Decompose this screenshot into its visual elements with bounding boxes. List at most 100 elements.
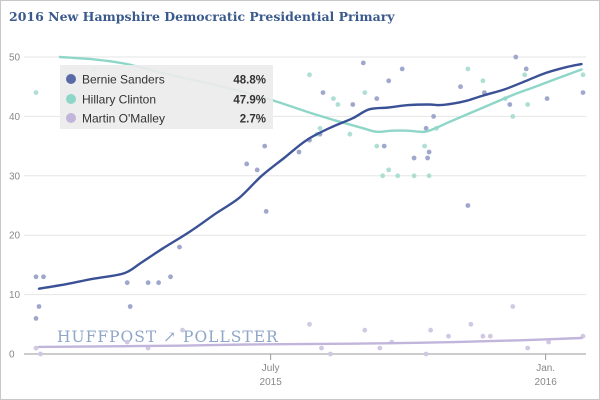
poll-point-sanders bbox=[465, 203, 471, 208]
poll-point-sanders bbox=[124, 280, 130, 286]
poll-point-clinton bbox=[331, 96, 336, 101]
poll-point-sanders bbox=[168, 274, 173, 280]
poll-point-sanders bbox=[411, 155, 417, 161]
legend-value-omalley: 2.7% bbox=[240, 114, 266, 126]
poll-point-omalley bbox=[307, 321, 312, 327]
legend-item-clinton[interactable]: Hillary Clinton 47.9% bbox=[66, 93, 266, 107]
poll-point-omalley bbox=[377, 345, 383, 351]
legend-value-clinton: 47.9% bbox=[233, 95, 266, 107]
poll-point-omalley bbox=[33, 345, 39, 351]
legend-label-omalley: Martin O'Malley bbox=[82, 112, 165, 126]
poll-point-clinton bbox=[525, 102, 531, 107]
poll-point-sanders bbox=[423, 125, 429, 131]
poll-point-sanders bbox=[425, 155, 430, 161]
poll-point-sanders bbox=[513, 54, 519, 60]
poll-point-omalley bbox=[468, 321, 474, 327]
poll-point-clinton bbox=[411, 173, 417, 179]
y-tick-label: 10 bbox=[9, 290, 21, 301]
poll-point-sanders bbox=[399, 66, 405, 72]
poll-point-omalley bbox=[38, 351, 43, 357]
poll-point-sanders bbox=[262, 143, 268, 149]
trend-line-omalley bbox=[37, 336, 583, 349]
legend-swatch-sanders bbox=[66, 74, 76, 84]
legend-swatch-clinton bbox=[66, 94, 76, 104]
poll-point-omalley bbox=[428, 327, 433, 333]
poll-point-sanders bbox=[36, 304, 42, 309]
poll-point-clinton bbox=[580, 72, 586, 78]
poll-point-omalley bbox=[510, 304, 516, 309]
poll-point-sanders bbox=[360, 60, 366, 66]
poll-point-sanders bbox=[507, 102, 513, 107]
legend: Bernie Sanders 48.8% Hillary Clinton 47.… bbox=[60, 65, 273, 129]
poll-point-omalley bbox=[124, 339, 130, 345]
poll-point-clinton bbox=[465, 66, 471, 72]
poll-point-omalley bbox=[180, 327, 185, 333]
y-tick-label: 0 bbox=[9, 350, 15, 361]
legend-label-sanders: Bernie Sanders bbox=[82, 73, 165, 87]
legend-background bbox=[60, 65, 273, 129]
poll-point-clinton bbox=[522, 72, 528, 78]
legend-label-clinton: Hillary Clinton bbox=[82, 93, 156, 107]
poll-point-sanders bbox=[431, 114, 436, 119]
legend-item-omalley[interactable]: Martin O'Malley 2.7% bbox=[66, 112, 266, 126]
poll-point-clinton bbox=[422, 143, 427, 149]
poll-point-clinton bbox=[374, 143, 380, 149]
poll-point-sanders bbox=[544, 96, 550, 101]
poll-point-sanders bbox=[244, 161, 250, 167]
poll-point-sanders bbox=[386, 78, 392, 84]
poll-point-clinton bbox=[510, 114, 516, 119]
poll-point-sanders bbox=[156, 280, 162, 286]
poll-point-sanders bbox=[33, 274, 39, 280]
poll-points-layer bbox=[33, 54, 586, 357]
poll-point-clinton bbox=[335, 102, 341, 107]
poll-point-omalley bbox=[362, 327, 368, 333]
poll-point-clinton bbox=[426, 173, 432, 179]
poll-point-clinton bbox=[362, 90, 368, 95]
poll-point-sanders bbox=[127, 304, 133, 309]
poll-point-omalley bbox=[480, 333, 486, 339]
legend-item-sanders[interactable]: Bernie Sanders 48.8% bbox=[66, 73, 266, 87]
legend-swatch-omalley bbox=[66, 113, 76, 123]
poll-point-sanders bbox=[33, 316, 39, 321]
poll-point-sanders bbox=[254, 167, 260, 173]
poll-point-sanders bbox=[145, 280, 151, 286]
y-tick-label: 30 bbox=[9, 171, 21, 182]
poll-point-sanders bbox=[458, 84, 463, 90]
poll-point-omalley bbox=[423, 351, 429, 357]
huffpost-pollster-watermark: HUFFPOST ↗ POLLSTER bbox=[57, 328, 278, 346]
poll-point-sanders bbox=[263, 209, 269, 214]
poll-point-omalley bbox=[546, 339, 551, 345]
y-tick-label: 20 bbox=[9, 231, 21, 242]
x-tick-label: July bbox=[262, 363, 280, 374]
chart-title: 2016 New Hampshire Democratic Presidenti… bbox=[9, 9, 395, 24]
poll-point-clinton bbox=[380, 173, 386, 179]
poll-point-sanders bbox=[350, 102, 356, 107]
poll-point-sanders bbox=[374, 96, 380, 101]
y-tick-label: 50 bbox=[9, 53, 21, 64]
poll-point-clinton bbox=[386, 167, 392, 173]
poll-point-sanders bbox=[523, 66, 529, 72]
poll-point-sanders bbox=[177, 244, 182, 250]
trend-line-sanders bbox=[37, 62, 583, 290]
poll-point-sanders bbox=[320, 90, 326, 95]
poll-point-clinton bbox=[395, 173, 401, 179]
poll-point-omalley bbox=[487, 333, 493, 339]
poll-point-omalley bbox=[319, 345, 324, 351]
x-tick-label: 2015 bbox=[260, 377, 283, 388]
poll-point-sanders bbox=[381, 143, 387, 149]
poll-point-clinton bbox=[480, 78, 486, 84]
y-tick-label: 40 bbox=[9, 112, 21, 123]
poll-point-sanders bbox=[41, 274, 46, 280]
x-tick-label: 2016 bbox=[535, 377, 558, 388]
poll-point-clinton bbox=[307, 72, 312, 78]
poll-point-omalley bbox=[446, 333, 451, 339]
axis-ticks-layer: 0 10 20 30 40 50 July 2015 Jan. 2016 bbox=[9, 53, 557, 389]
poll-point-clinton bbox=[33, 90, 39, 95]
x-tick-label: Jan. bbox=[536, 363, 555, 374]
poll-point-omalley bbox=[328, 351, 333, 357]
poll-point-sanders bbox=[296, 149, 302, 155]
poll-point-clinton bbox=[317, 125, 323, 131]
poll-point-omalley bbox=[525, 345, 531, 351]
poll-point-clinton bbox=[347, 131, 353, 137]
